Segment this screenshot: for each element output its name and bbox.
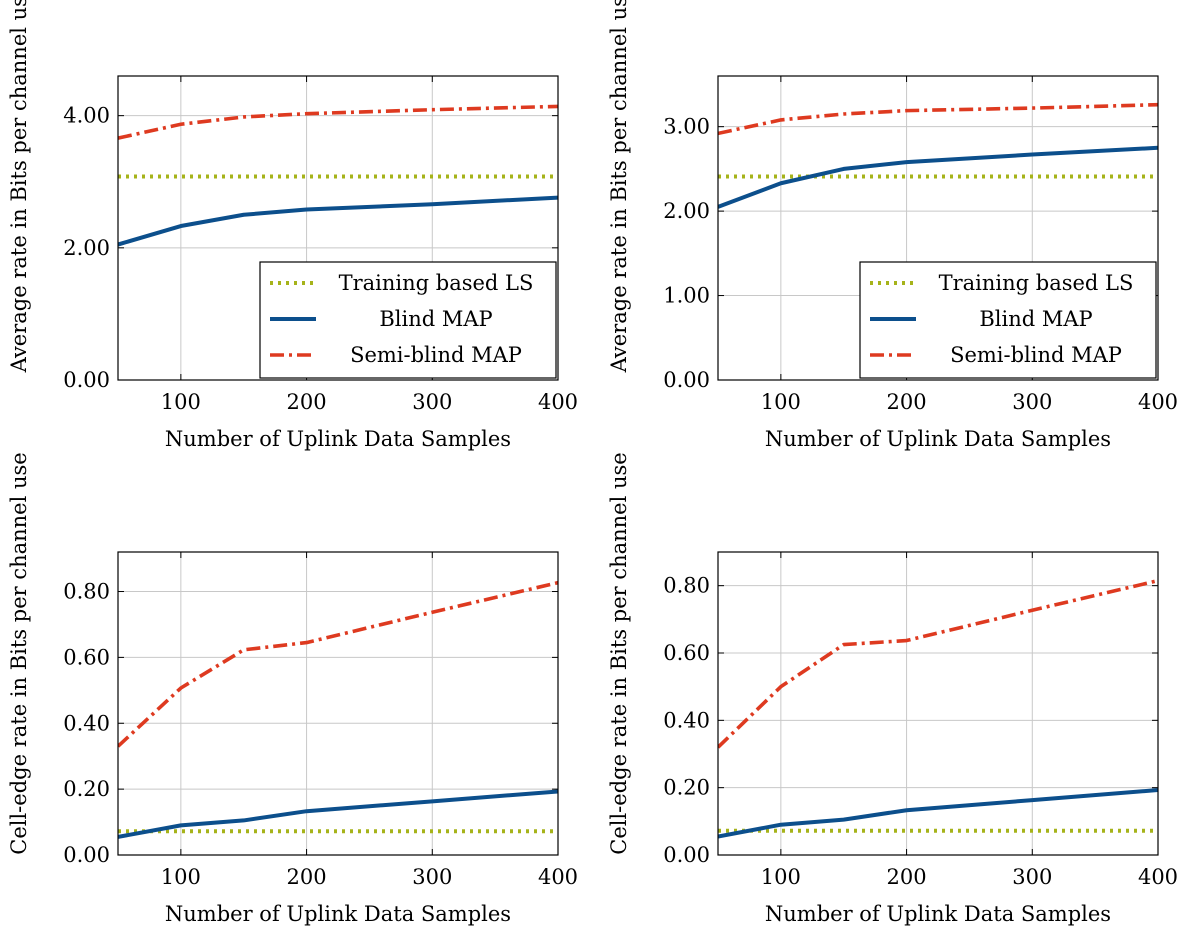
chart-panel-4: 100 200 300 400 0.00 0.20 0.40 0.60 0.80 Number o… <box>607 452 1178 926</box>
series-line-semi-blind-map <box>118 580 558 748</box>
x-tick-label: 300 <box>1012 390 1052 414</box>
series-line-blind-map <box>118 195 558 247</box>
series-line-semi-blind-map <box>118 104 558 140</box>
x-axis-label: Number of Uplink Data Samples <box>765 902 1111 926</box>
series-line-blind-map <box>118 789 558 839</box>
x-tick-label: 300 <box>412 865 452 889</box>
x-axis-label: Number of Uplink Data Samples <box>165 902 511 926</box>
y-tick-label: 0.60 <box>663 641 710 665</box>
x-axis-label: Number of Uplink Data Samples <box>165 427 511 451</box>
plot-frame <box>717 551 1159 856</box>
y-tick-label: 0.00 <box>663 368 710 392</box>
series-line-semi-blind-map <box>718 102 1158 136</box>
y-tick-label: 0.80 <box>63 580 110 604</box>
series-line-semi-blind-map <box>718 578 1158 749</box>
series-line-blind-map <box>718 788 1158 839</box>
x-tick-label: 300 <box>412 390 452 414</box>
y-tick-label: 0.00 <box>63 368 110 392</box>
legend-label-blind-map: Blind MAP <box>979 307 1092 331</box>
x-tick-label: 400 <box>1138 865 1178 889</box>
chart-panel-3: 100 200 300 400 0.00 0.20 0.40 0.60 0.80 Number o… <box>7 452 578 926</box>
chart-panel-1: 100 200 300 400 0.00 2.00 4.00 Number of Uplink… <box>7 0 578 451</box>
x-tick-label: 100 <box>761 390 801 414</box>
y-axis-label: Cell-edge rate in Bits per channel use <box>607 452 631 855</box>
y-tick-label: 0.80 <box>663 574 710 598</box>
y-tick-label: 2.00 <box>663 199 710 223</box>
y-tick-label: 0.00 <box>663 843 710 867</box>
y-tick-label: 4.00 <box>63 104 110 128</box>
x-tick-label: 200 <box>887 390 927 414</box>
x-tick-label: 100 <box>161 865 201 889</box>
chart-panel-2: 100 200 300 400 0.00 1.00 2.00 3.00 Number of Up… <box>607 0 1178 451</box>
x-tick-label: 400 <box>538 865 578 889</box>
x-axis-label: Number of Uplink Data Samples <box>765 427 1111 451</box>
legend-label-semi-blind-map: Semi-blind MAP <box>350 343 522 367</box>
y-tick-label: 3.00 <box>663 115 710 139</box>
y-axis-label: Average rate in Bits per channel use <box>607 0 631 373</box>
y-tick-label: 0.40 <box>63 711 110 735</box>
x-tick-label: 400 <box>538 390 578 414</box>
y-tick-label: 0.20 <box>63 777 110 801</box>
x-tick-label: 200 <box>887 865 927 889</box>
y-tick-label: 2.00 <box>63 236 110 260</box>
series-line-blind-map <box>718 145 1158 209</box>
y-axis-label: Average rate in Bits per channel use <box>7 0 31 373</box>
legend: Training based LS Blind MAP Semi-blind MAP <box>259 261 557 379</box>
legend-label-training-based-ls: Training based LS <box>939 271 1134 295</box>
y-tick-label: 1.00 <box>663 284 710 308</box>
x-tick-label: 200 <box>287 865 327 889</box>
x-tick-label: 200 <box>287 390 327 414</box>
legend-label-training-based-ls: Training based LS <box>339 271 534 295</box>
plot-frame <box>117 75 559 381</box>
legend: Training based LS Blind MAP Semi-blind MAP <box>859 261 1157 379</box>
x-tick-label: 100 <box>161 390 201 414</box>
y-tick-label: 0.40 <box>663 708 710 732</box>
plot-frame <box>117 551 559 856</box>
legend-label-blind-map: Blind MAP <box>379 307 492 331</box>
x-tick-label: 100 <box>761 865 801 889</box>
plot-frame <box>717 75 1159 381</box>
y-tick-label: 0.20 <box>663 776 710 800</box>
x-tick-label: 300 <box>1012 865 1052 889</box>
y-axis-label: Cell-edge rate in Bits per channel use <box>7 452 31 855</box>
y-tick-label: 0.00 <box>63 843 110 867</box>
legend-label-semi-blind-map: Semi-blind MAP <box>950 343 1122 367</box>
x-tick-label: 400 <box>1138 390 1178 414</box>
y-tick-label: 0.60 <box>63 645 110 669</box>
